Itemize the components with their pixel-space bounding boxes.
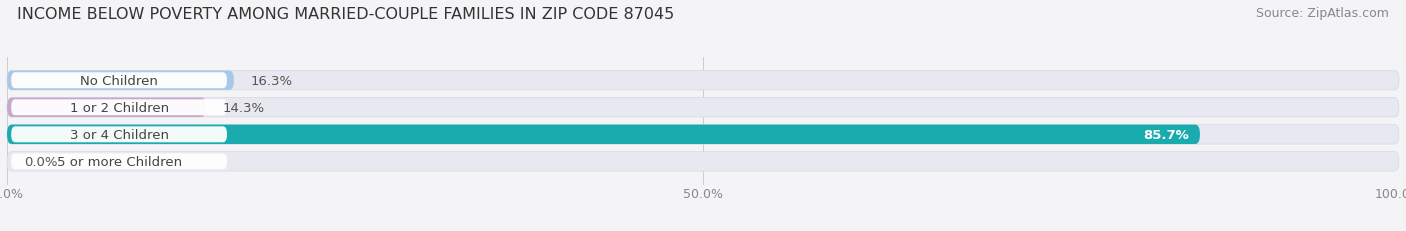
- FancyBboxPatch shape: [7, 125, 1199, 144]
- FancyBboxPatch shape: [7, 125, 1399, 144]
- FancyBboxPatch shape: [7, 98, 1399, 118]
- Text: No Children: No Children: [80, 74, 157, 87]
- Text: INCOME BELOW POVERTY AMONG MARRIED-COUPLE FAMILIES IN ZIP CODE 87045: INCOME BELOW POVERTY AMONG MARRIED-COUPL…: [17, 7, 673, 22]
- Text: Source: ZipAtlas.com: Source: ZipAtlas.com: [1256, 7, 1389, 20]
- Text: 1 or 2 Children: 1 or 2 Children: [69, 101, 169, 114]
- Text: 0.0%: 0.0%: [24, 155, 58, 168]
- FancyBboxPatch shape: [7, 71, 233, 91]
- FancyBboxPatch shape: [7, 152, 1399, 171]
- Text: 14.3%: 14.3%: [222, 101, 264, 114]
- FancyBboxPatch shape: [11, 100, 226, 116]
- FancyBboxPatch shape: [11, 154, 226, 170]
- Text: 16.3%: 16.3%: [250, 74, 292, 87]
- FancyBboxPatch shape: [7, 98, 207, 118]
- Text: 85.7%: 85.7%: [1143, 128, 1189, 141]
- FancyBboxPatch shape: [11, 73, 226, 89]
- Text: 5 or more Children: 5 or more Children: [56, 155, 181, 168]
- FancyBboxPatch shape: [7, 71, 1399, 91]
- FancyBboxPatch shape: [11, 127, 226, 143]
- Text: 3 or 4 Children: 3 or 4 Children: [69, 128, 169, 141]
